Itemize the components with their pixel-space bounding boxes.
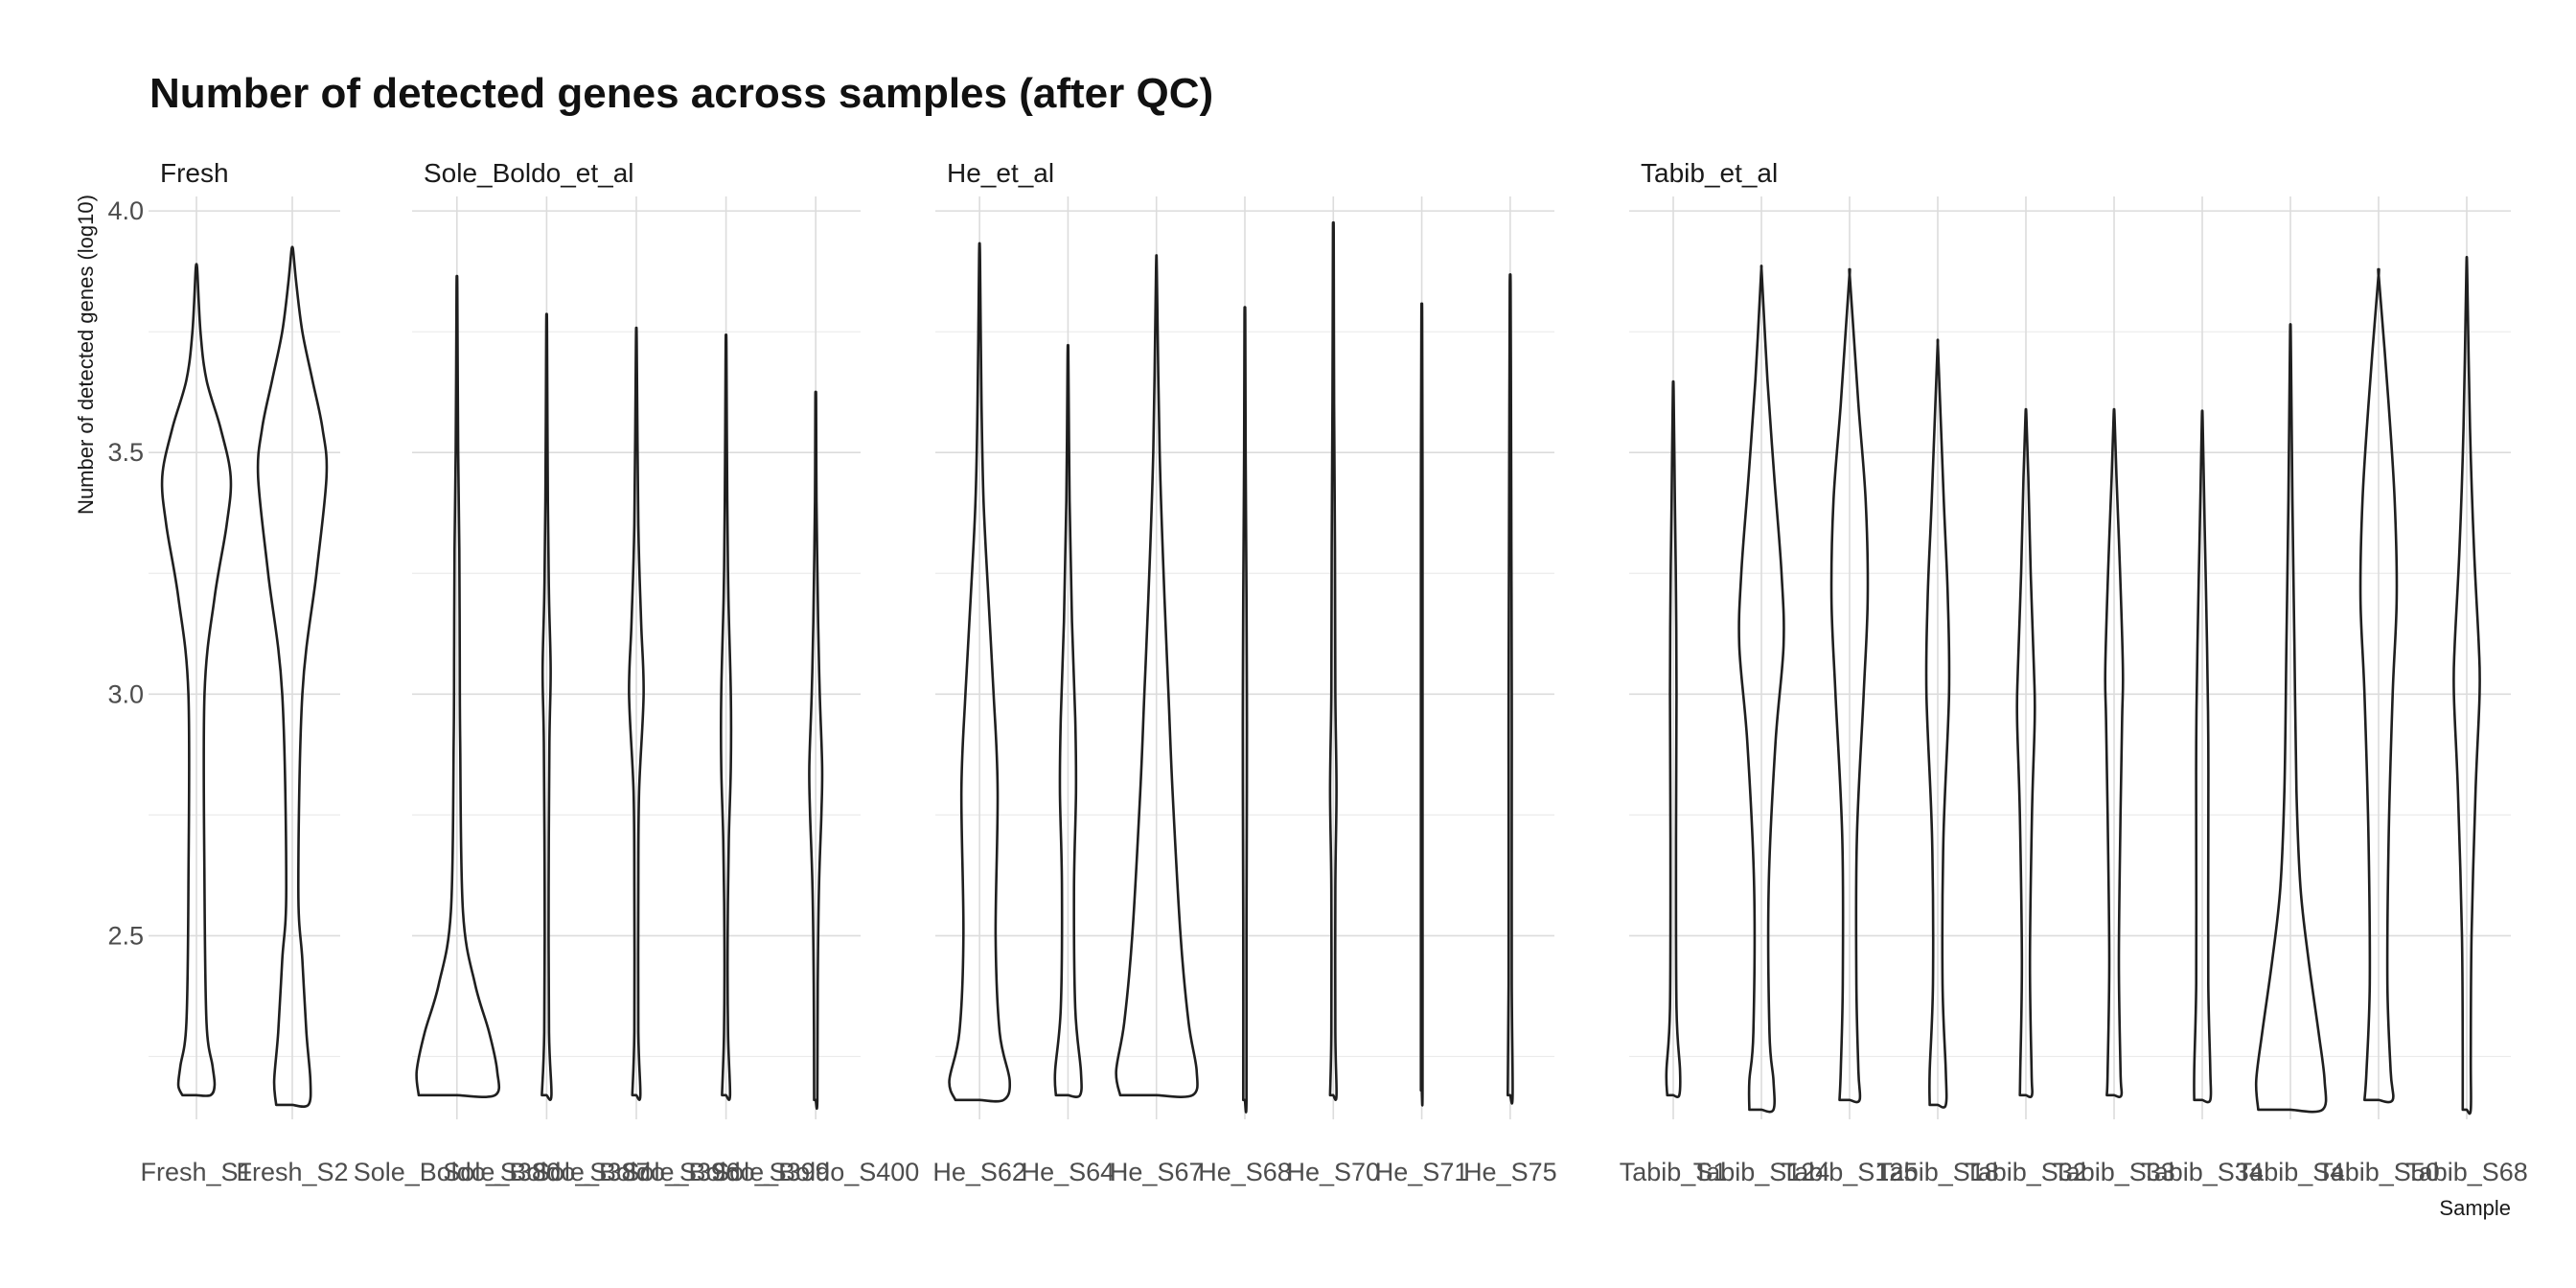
x-tick-label: Sole_Boldo_S380 (354, 1158, 561, 1186)
panel-tabib-et-al: Tabib_et_alTabib_S1Tabib_S124Tabib_S125T… (1620, 158, 2528, 1186)
violin-sole-boldo-s387 (540, 312, 553, 1101)
violin-tabib-s32 (2015, 407, 2036, 1098)
violin-he-s75 (1506, 273, 1514, 1105)
x-tick-label: Sole_Boldo_S400 (712, 1158, 919, 1186)
y-tick-labels: 2.5 3.0 3.5 4.0 (107, 196, 144, 950)
violin-tabib-s18 (1924, 338, 1951, 1109)
violin-fresh-s2 (256, 245, 329, 1109)
violin-he-s67 (1115, 254, 1199, 1098)
x-tick-label: Tabib_S4 (2237, 1158, 2345, 1186)
x-tick-label: Tabib_S125 (1782, 1158, 1919, 1186)
x-tick-label: He_S75 (1463, 1158, 1557, 1186)
x-tick-label: He_S70 (1286, 1158, 1380, 1186)
violin-tabib-s34 (2193, 409, 2213, 1104)
x-tick-label: Tabib_S1 (1620, 1158, 1728, 1186)
x-tick-label: He_S62 (932, 1158, 1026, 1186)
x-tick-label: Tabib_S32 (1965, 1158, 2087, 1186)
x-tick-label: He_S68 (1198, 1158, 1292, 1186)
panel-he-et-al: He_et_alHe_S62He_S64He_S67He_S68He_S70He… (932, 158, 1556, 1186)
x-tick-label: He_S67 (1110, 1158, 1204, 1186)
violin-sole-boldo-s399 (719, 334, 733, 1101)
violin-tabib-s68 (2452, 256, 2481, 1116)
x-tick-label: Tabib_S34 (2141, 1158, 2264, 1186)
x-tick-label: Fresh_S1 (140, 1158, 252, 1186)
violin-he-s62 (948, 242, 1012, 1103)
y-tick-label: 3.0 (107, 679, 144, 708)
x-tick-label: Sole_Boldo_S399 (623, 1158, 830, 1186)
y-tick-label: 3.5 (107, 438, 144, 467)
violin-sole-boldo-s400 (808, 390, 824, 1110)
panel-strip-label: He_et_al (947, 158, 1054, 188)
violin-he-s64 (1053, 344, 1083, 1098)
violin-tabib-s50 (2358, 267, 2399, 1104)
panel-strip-label: Sole_Boldo_et_al (424, 158, 634, 188)
violin-tabib-s1 (1665, 380, 1682, 1098)
x-tick-label: Sole_Boldo_S387 (443, 1158, 650, 1186)
violin-tabib-s125 (1829, 267, 1870, 1104)
x-axis-label: Sample (2439, 1196, 2511, 1220)
violin-tabib-s4 (2254, 323, 2328, 1114)
violin-sole-boldo-s380 (415, 274, 501, 1098)
panel-sole-boldo-et-al: Sole_Boldo_et_alSole_Boldo_S380Sole_Bold… (354, 158, 920, 1186)
violin-sole-boldo-s396 (628, 326, 645, 1101)
x-tick-label: Tabib_S124 (1693, 1158, 1830, 1186)
x-tick-label: Fresh_S2 (236, 1158, 348, 1186)
x-tick-label: He_S64 (1022, 1158, 1116, 1186)
violin-tabib-s33 (2104, 407, 2125, 1098)
violin-he-s70 (1328, 221, 1338, 1101)
violin-he-s68 (1241, 306, 1249, 1114)
x-tick-label: Tabib_S68 (2405, 1158, 2528, 1186)
x-tick-label: Sole_Boldo_S396 (533, 1158, 740, 1186)
x-tick-label: Tabib_S50 (2317, 1158, 2440, 1186)
violin-fresh-s1 (160, 263, 233, 1097)
y-tick-label: 2.5 (107, 921, 144, 950)
chart-title: Number of detected genes across samples … (150, 70, 1213, 117)
violin-tabib-s124 (1737, 264, 1785, 1114)
y-axis-label: Number of detected genes (log10) (74, 195, 98, 515)
x-tick-label: Tabib_S18 (1876, 1158, 1999, 1186)
x-tick-label: He_S71 (1375, 1158, 1469, 1186)
x-tick-label: Tabib_S33 (2053, 1158, 2175, 1186)
panel-strip-label: Tabib_et_al (1641, 158, 1778, 188)
y-tick-label: 4.0 (107, 196, 144, 225)
panel-strip-label: Fresh (160, 158, 229, 188)
violin-he-s71 (1419, 302, 1424, 1107)
